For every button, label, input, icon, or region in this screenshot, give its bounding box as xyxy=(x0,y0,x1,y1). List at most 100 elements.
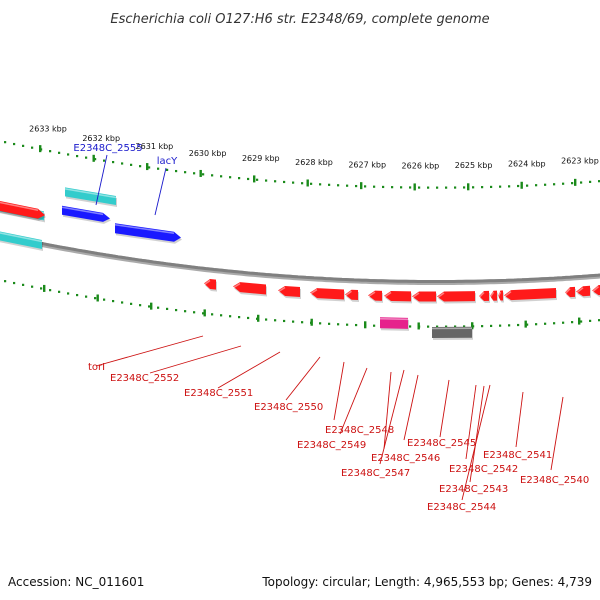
ruler-dot xyxy=(229,176,232,179)
cds-arrow-red-13-body xyxy=(565,286,575,298)
cds-arrow-red-left[interactable] xyxy=(0,200,46,221)
ruler-major-tick xyxy=(92,154,95,162)
cds-arrow-red-0[interactable] xyxy=(203,279,217,292)
ruler-dot xyxy=(85,295,88,298)
cds-arrow-red-8-highlight xyxy=(436,292,445,299)
gene-arrow-cyan-e2555[interactable] xyxy=(64,187,117,207)
cds-arrow-red-7[interactable] xyxy=(411,291,437,304)
gene-label-lacY[interactable]: lacY xyxy=(157,156,178,167)
ruler-major-tick xyxy=(520,181,523,189)
cds-arrow-red-4-body xyxy=(345,289,358,301)
cds-arrow-red-2[interactable] xyxy=(277,285,301,299)
gene-arrow-cyan-left-bottom[interactable] xyxy=(0,230,43,252)
gene-label-e2546[interactable]: E2348C_2546 xyxy=(371,453,440,464)
accession-text: Accession: NC_011601 xyxy=(8,575,144,589)
ruler-dot xyxy=(409,186,412,189)
cds-arrow-red-7-body xyxy=(412,291,436,302)
cds-arrow-red-11[interactable] xyxy=(497,290,504,303)
ruler-dot xyxy=(121,301,124,304)
ruler-tick-labels: 2633 kbp 2632 kbp 2631 kbp 2630 kbp 2629 kbp… xyxy=(29,125,599,171)
ruler-dot xyxy=(580,320,583,323)
ruler-tick-label: 2624 kbp xyxy=(508,160,546,169)
gene-label-e2545[interactable]: E2348C_2545 xyxy=(407,438,476,449)
ruler-dot xyxy=(157,167,160,170)
feature-pink-e2547[interactable] xyxy=(379,317,409,331)
cds-arrow-red-4[interactable] xyxy=(344,289,359,303)
cds-arrow-red-9[interactable] xyxy=(478,290,490,303)
cds-arrow-blue-lacY-body xyxy=(115,223,181,242)
ruler-dot xyxy=(409,325,412,328)
ruler-dot xyxy=(130,302,133,305)
ruler-dot xyxy=(445,186,448,189)
ruler-dot xyxy=(58,290,61,293)
ruler-dot xyxy=(319,322,322,325)
ruler-dot xyxy=(373,324,376,327)
ruler-dot xyxy=(247,316,250,320)
ruler-major-tick xyxy=(306,179,309,187)
gene-label-e2550[interactable]: E2348C_2550 xyxy=(254,402,323,413)
gene-label-e2552[interactable]: E2348C_2552 xyxy=(110,373,179,384)
ruler-dot xyxy=(373,185,376,188)
ruler-dot xyxy=(562,182,565,185)
cds-arrow-red-6[interactable] xyxy=(383,291,412,304)
ruler-dot xyxy=(265,179,268,182)
gene-label-e2548[interactable]: E2348C_2548 xyxy=(325,425,394,436)
cds-arrow-blue-lacY[interactable] xyxy=(114,223,182,244)
ruler-dot xyxy=(598,180,600,183)
cds-arrow-blue-e2555-highlight xyxy=(61,206,104,216)
cds-arrow-red-8[interactable] xyxy=(436,291,476,304)
cds-arrow-red-2-body xyxy=(278,285,300,297)
gene-label-e2542[interactable]: E2348C_2542 xyxy=(449,464,518,475)
gene-label-e2549[interactable]: E2348C_2549 xyxy=(297,440,366,451)
ruler-dot xyxy=(436,325,439,328)
ruler-dot xyxy=(238,316,241,319)
ruler-dot xyxy=(445,325,448,328)
feature-gray-e2545[interactable] xyxy=(431,326,473,341)
cds-arrow-red-10[interactable] xyxy=(489,290,498,303)
leader-bottom-0 xyxy=(95,335,204,367)
ruler-dot xyxy=(202,312,205,315)
cds-arrow-red-13[interactable] xyxy=(564,286,576,300)
ruler-dot xyxy=(319,183,322,186)
cds-arrow-red-14[interactable] xyxy=(575,285,591,299)
ruler-dot xyxy=(589,319,592,322)
ruler-major-tick xyxy=(467,183,470,191)
gene-label-e2551[interactable]: E2348C_2551 xyxy=(184,388,253,399)
ruler-dot xyxy=(535,184,538,187)
ruler-dot xyxy=(175,169,178,173)
gene-label-e2544[interactable]: E2348C_2544 xyxy=(427,502,496,513)
ruler-major-tick xyxy=(471,322,474,330)
ruler-dot xyxy=(571,321,574,324)
cds-arrow-red-15[interactable] xyxy=(591,284,600,298)
ruler-dot xyxy=(139,304,142,307)
cds-arrow-red-1[interactable] xyxy=(232,282,267,297)
ruler-dot xyxy=(292,181,295,184)
gene-label-e2541[interactable]: E2348C_2541 xyxy=(483,450,552,461)
cds-arrow-blue-lacY-highlight xyxy=(114,224,175,234)
cds-arrow-blue-e2555[interactable] xyxy=(61,205,111,224)
cds-arrow-red-5[interactable] xyxy=(367,290,383,303)
ruler-major-tick xyxy=(199,169,202,177)
cds-arrow-red-12-body xyxy=(504,288,556,301)
gene-label-e2547[interactable]: E2348C_2547 xyxy=(341,468,410,479)
gene-label-e2555[interactable]: E2348C_2555 xyxy=(73,143,142,154)
ruler-dot xyxy=(220,314,223,317)
cds-arrow-red-15-body xyxy=(592,284,600,296)
ruler-dot xyxy=(490,324,493,328)
cds-arrow-red-3-highlight xyxy=(309,288,318,295)
ruler-dot xyxy=(499,324,502,327)
cds-arrow-red-left-highlight xyxy=(0,201,39,211)
cds-arrow-red-1-highlight xyxy=(232,282,241,289)
ruler-dot xyxy=(292,320,295,323)
gene-label-e2540[interactable]: E2348C_2540 xyxy=(520,475,589,486)
ruler-dot xyxy=(103,298,106,301)
gene-label-torI[interactable]: torI xyxy=(88,362,105,373)
ruler-dot xyxy=(472,186,475,189)
gene-label-e2543[interactable]: E2348C_2543 xyxy=(439,484,508,495)
cds-arrow-red-12[interactable] xyxy=(503,288,557,303)
cds-arrow-red-6-body xyxy=(384,291,411,302)
ruler-major-tick xyxy=(257,314,260,322)
ruler-dot xyxy=(553,322,556,325)
cds-arrow-red-3[interactable] xyxy=(309,288,345,302)
feature-gray-e2545-body xyxy=(432,326,472,339)
